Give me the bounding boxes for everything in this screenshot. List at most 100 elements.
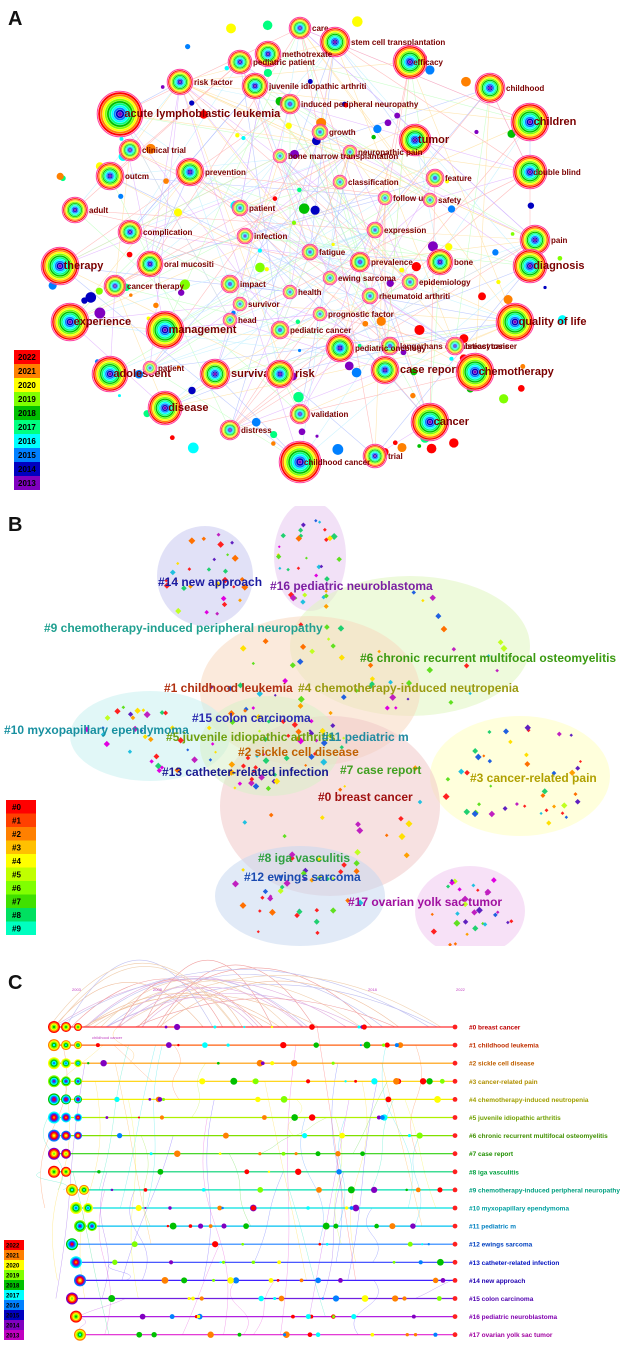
small-node xyxy=(557,255,563,261)
network-link xyxy=(149,81,181,265)
keyword-label: bone xyxy=(454,258,474,267)
legend-cluster: #4 xyxy=(12,857,21,866)
small-node xyxy=(179,279,191,290)
network-link xyxy=(374,229,531,267)
cluster-node xyxy=(319,727,326,734)
timeline-node xyxy=(244,1169,250,1175)
cluster-link xyxy=(77,1298,126,1317)
keyword-node xyxy=(510,102,550,142)
cluster-node xyxy=(275,553,282,560)
cluster-node xyxy=(273,777,281,785)
timeline-node xyxy=(313,1042,319,1048)
timeline-node xyxy=(437,1187,443,1193)
network-link xyxy=(119,113,351,153)
small-node xyxy=(394,112,401,119)
cluster-link xyxy=(381,1045,413,1209)
network-link xyxy=(164,27,301,331)
cluster-node xyxy=(484,888,492,896)
cluster-node xyxy=(249,776,255,782)
cluster-node xyxy=(429,594,436,601)
legend-year: 2015 xyxy=(6,1314,20,1320)
timeline-node xyxy=(415,1187,421,1193)
keyword-node xyxy=(289,403,311,425)
small-node xyxy=(411,262,421,272)
cluster-node xyxy=(208,758,213,762)
timeline-node xyxy=(148,1098,152,1101)
keyword-node xyxy=(495,302,535,342)
network-link xyxy=(179,81,531,123)
timeline-node xyxy=(295,1168,302,1175)
legend-swatch xyxy=(14,434,40,448)
cluster-node xyxy=(176,561,180,566)
keyword-node xyxy=(265,359,295,389)
cluster-node xyxy=(267,895,274,902)
network-link xyxy=(267,53,531,123)
cluster-label: #16 pediatric neuroblastoma xyxy=(270,579,433,593)
panel-b-letter: B xyxy=(8,514,23,536)
timeline-label: #2 sickle cell disease xyxy=(469,1061,535,1068)
small-node xyxy=(297,348,302,353)
timeline-node xyxy=(110,1188,114,1192)
legend-cluster: #5 xyxy=(12,871,21,880)
timeline-node xyxy=(411,1314,416,1319)
timeline-node xyxy=(315,1277,321,1284)
timeline-node xyxy=(405,1188,408,1192)
cluster-node xyxy=(560,811,565,816)
timeline-node xyxy=(360,1151,365,1157)
cluster-link xyxy=(172,1044,181,1100)
small-node xyxy=(447,205,456,213)
small-node xyxy=(520,364,526,369)
cluster-link xyxy=(295,1117,328,1136)
cluster-node xyxy=(262,736,269,743)
network-link xyxy=(229,347,341,431)
cluster-node xyxy=(564,815,569,819)
timeline-node xyxy=(116,1132,123,1139)
cluster-link xyxy=(260,1135,292,1154)
cluster-node xyxy=(574,798,581,805)
small-node xyxy=(271,441,276,446)
cluster-node xyxy=(491,877,497,883)
timeline-node xyxy=(283,1331,290,1339)
cluster-node xyxy=(368,683,374,690)
timeline-node xyxy=(352,1204,360,1212)
timeline-node xyxy=(216,1061,220,1065)
timeline-node xyxy=(315,1332,321,1337)
small-node xyxy=(291,220,297,225)
legend-cluster: #9 xyxy=(12,925,21,934)
keyword-node xyxy=(241,72,269,100)
cluster-node xyxy=(227,685,233,692)
network-link xyxy=(109,175,456,347)
cluster-node xyxy=(462,919,469,925)
network-link xyxy=(279,155,361,263)
cluster-link xyxy=(412,1135,422,1227)
cluster-node xyxy=(556,731,562,737)
network-link xyxy=(239,303,516,323)
network-link xyxy=(164,197,386,331)
network-link xyxy=(309,251,441,263)
cluster-node xyxy=(495,910,500,914)
cluster-link xyxy=(40,1045,68,1209)
cluster-node xyxy=(474,753,482,761)
keyword-node xyxy=(61,196,89,224)
legend-year: 2018 xyxy=(18,409,36,418)
legend-swatch xyxy=(14,364,40,378)
keyword-node xyxy=(40,246,80,286)
timeline-end xyxy=(452,1042,458,1048)
timeline-node xyxy=(243,1223,249,1230)
network-link xyxy=(374,87,491,231)
keyword-node xyxy=(401,273,419,291)
legend-swatch xyxy=(6,908,36,922)
cluster-node xyxy=(482,754,486,758)
timeline-node xyxy=(308,1114,316,1121)
network-link xyxy=(149,155,281,265)
cluster-link xyxy=(381,1063,423,1227)
timeline-node xyxy=(380,1115,385,1120)
network-link xyxy=(329,229,376,279)
keyword-node xyxy=(422,192,438,208)
cluster-node xyxy=(243,708,248,713)
timeline-node xyxy=(280,1041,287,1049)
timeline-end xyxy=(452,1332,458,1338)
timeline-node xyxy=(168,1260,174,1265)
keyword-label: patient xyxy=(158,364,185,373)
small-node xyxy=(397,442,407,453)
